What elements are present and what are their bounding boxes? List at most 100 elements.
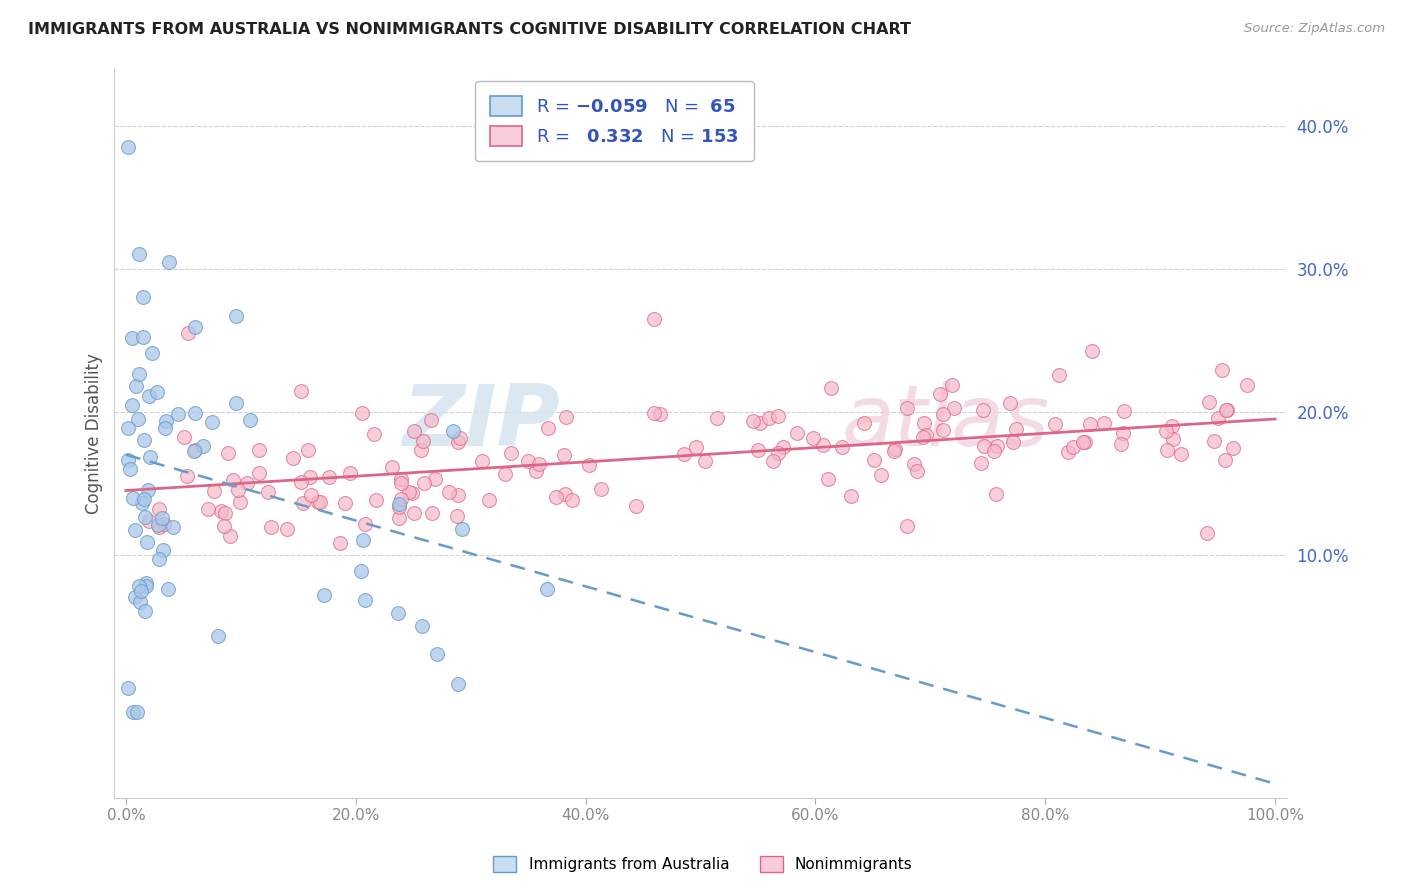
Point	[350, 406, 373, 420]
Point	[1195, 526, 1218, 541]
Point	[553, 448, 575, 462]
Point	[381, 460, 404, 475]
Point	[132, 290, 155, 304]
Point	[749, 416, 772, 430]
Point	[527, 457, 550, 471]
Point	[1156, 442, 1178, 457]
Point	[281, 451, 304, 466]
Point	[905, 463, 928, 477]
Point	[354, 592, 377, 607]
Point	[786, 425, 808, 440]
Point	[422, 506, 444, 520]
Point	[191, 438, 214, 452]
Point	[184, 319, 207, 334]
Point	[929, 386, 952, 401]
Point	[970, 456, 993, 470]
Point	[1198, 395, 1220, 409]
Point	[209, 504, 232, 518]
Point	[146, 518, 169, 533]
Point	[299, 470, 322, 484]
Point	[884, 442, 907, 456]
Legend: R = $\mathbf{-0.059}$   N =  $\mathbf{65}$, R =   $\mathbf{0.332}$   N = $\mathb: R = $\mathbf{-0.059}$ N = $\mathbf{65}$,…	[475, 81, 754, 161]
Point	[1078, 417, 1101, 431]
Point	[672, 447, 695, 461]
Point	[1047, 368, 1070, 382]
Point	[447, 435, 470, 450]
Point	[201, 415, 224, 429]
Point	[896, 519, 918, 533]
Point	[388, 511, 411, 525]
Point	[290, 475, 312, 489]
Point	[131, 496, 153, 510]
Point	[911, 430, 934, 444]
Point	[139, 450, 162, 465]
Point	[333, 496, 356, 510]
Point	[983, 444, 1005, 458]
Point	[329, 536, 352, 550]
Point	[914, 428, 936, 442]
Point	[177, 326, 200, 340]
Point	[524, 464, 547, 478]
Point	[1206, 411, 1229, 425]
Point	[398, 484, 420, 499]
Point	[762, 454, 785, 468]
Point	[1002, 434, 1025, 449]
Point	[138, 514, 160, 528]
Point	[124, 379, 146, 393]
Point	[363, 427, 385, 442]
Point	[741, 414, 763, 428]
Point	[389, 475, 412, 490]
Point	[544, 491, 567, 505]
Point	[883, 443, 905, 458]
Point	[984, 487, 1007, 501]
Point	[425, 647, 447, 661]
Point	[117, 140, 139, 154]
Point	[162, 520, 184, 534]
Point	[152, 543, 174, 558]
Point	[758, 410, 780, 425]
Point	[831, 440, 853, 454]
Point	[388, 500, 411, 515]
Point	[412, 434, 434, 448]
Point	[314, 588, 336, 602]
Point	[449, 431, 471, 445]
Point	[167, 407, 190, 421]
Point	[451, 522, 474, 536]
Point	[236, 476, 259, 491]
Point	[138, 389, 160, 403]
Point	[152, 511, 174, 525]
Point	[117, 453, 139, 467]
Point	[225, 396, 247, 410]
Point	[648, 407, 671, 421]
Point	[121, 705, 143, 719]
Point	[125, 705, 148, 719]
Point	[202, 484, 225, 499]
Point	[811, 438, 834, 452]
Legend: Immigrants from Australia, Nonimmigrants: Immigrants from Australia, Nonimmigrants	[485, 848, 921, 880]
Point	[402, 424, 425, 438]
Point	[643, 311, 665, 326]
Point	[307, 494, 329, 508]
Point	[155, 414, 177, 428]
Point	[121, 398, 143, 412]
Point	[1222, 441, 1244, 455]
Point	[499, 445, 522, 459]
Point	[747, 443, 769, 458]
Point	[122, 491, 145, 505]
Point	[536, 582, 558, 596]
Point	[339, 466, 361, 480]
Point	[226, 483, 249, 497]
Point	[217, 446, 239, 460]
Point	[214, 506, 236, 520]
Point	[247, 466, 270, 480]
Point	[1062, 440, 1084, 454]
Point	[239, 413, 262, 427]
Point	[132, 330, 155, 344]
Point	[1161, 419, 1184, 434]
Text: ZIP: ZIP	[402, 381, 560, 464]
Point	[136, 483, 159, 498]
Point	[766, 409, 789, 423]
Point	[447, 677, 470, 691]
Point	[942, 401, 965, 415]
Point	[135, 579, 157, 593]
